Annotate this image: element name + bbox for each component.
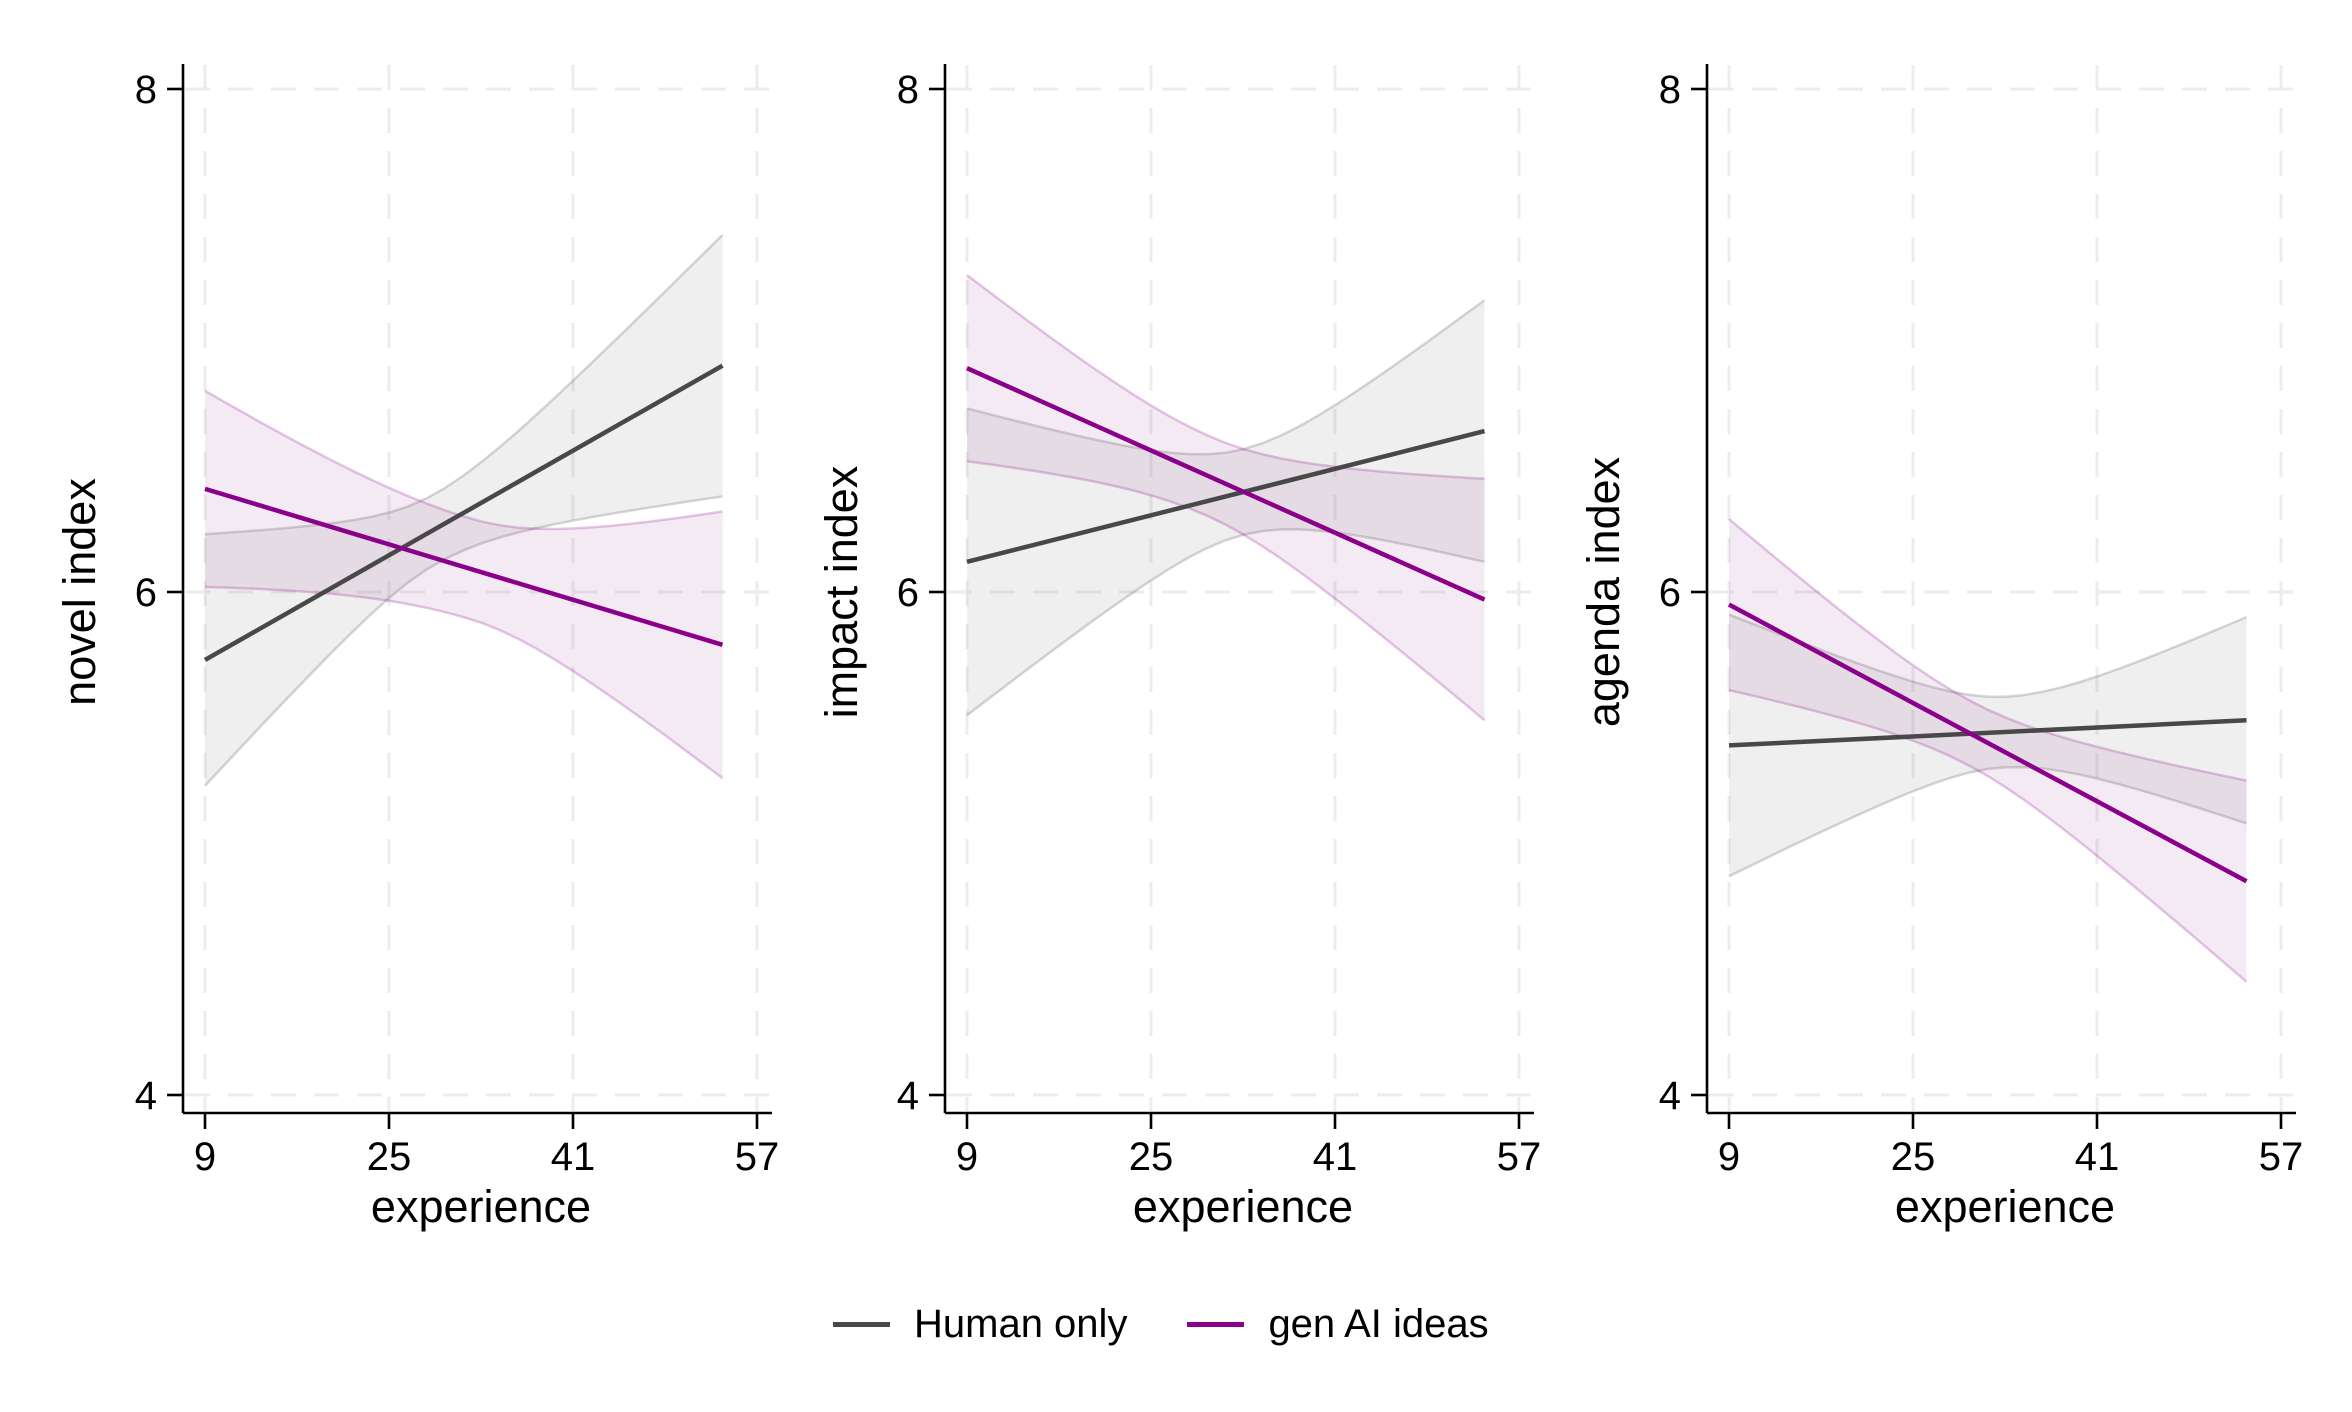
ci-edge-top-human [1728, 613, 2247, 699]
legend: Human only gen AI ideas [833, 1300, 1489, 1348]
ci-edge-bottom-genai [204, 585, 724, 780]
ci-edge-top-genai [1728, 518, 2247, 782]
human-only-line-swatch [833, 1321, 890, 1327]
x-tick-label-41: 41 [1313, 1135, 1358, 1179]
x-tick-label-25: 25 [1891, 1135, 1936, 1179]
x-axis-title: experience [1895, 1181, 2115, 1232]
panel-agenda-index: 4 6 8 9 25 41 57 experience agenda index [1578, 64, 2303, 1232]
x-tick-label-9: 9 [956, 1135, 978, 1179]
y-tick-label-4: 4 [897, 1074, 919, 1118]
fit-line-human [1728, 718, 2247, 748]
fit-line-human [966, 428, 1486, 565]
fit-line-genai [1727, 602, 2248, 884]
ci-edge-bottom-human [966, 528, 1485, 717]
ci-edge-top-genai [204, 389, 723, 531]
ci-edge-bottom-genai [966, 459, 1486, 722]
ci-edge-bottom-human [1728, 765, 2247, 878]
y-tick-label-6: 6 [1659, 571, 1681, 615]
ci-edge-top-genai [966, 274, 1485, 481]
x-tick-label-57: 57 [735, 1135, 780, 1179]
x-tick-label-41: 41 [551, 1135, 596, 1179]
x-tick-label-25: 25 [367, 1135, 412, 1179]
x-tick-label-57: 57 [2259, 1135, 2304, 1179]
panel-novel-index: 4 6 8 9 25 41 57 experience novel index [54, 64, 779, 1232]
ci-edge-bottom-genai [1728, 688, 2248, 983]
x-tick-label-41: 41 [2075, 1135, 2120, 1179]
x-tick-label-9: 9 [194, 1135, 216, 1179]
y-tick-label-4: 4 [135, 1074, 157, 1118]
y-axis-title: impact index [816, 465, 867, 718]
y-tick-label-6: 6 [897, 571, 919, 615]
fit-line-genai [966, 366, 1486, 602]
x-tick-label-57: 57 [1497, 1135, 1542, 1179]
x-axis-title: experience [371, 1181, 591, 1232]
fit-line-human [203, 363, 724, 662]
x-tick-label-25: 25 [1129, 1135, 1174, 1179]
x-axis-title: experience [1133, 1181, 1353, 1232]
y-axis-title: novel index [54, 478, 105, 706]
ci-edge-top-human [204, 234, 724, 536]
y-tick-label-8: 8 [135, 68, 157, 112]
legend-item-gen-ai-ideas: gen AI ideas [1187, 1300, 1489, 1348]
y-tick-label-8: 8 [897, 68, 919, 112]
gen-ai-ideas-line-swatch [1187, 1321, 1245, 1327]
fit-line-genai [204, 486, 724, 647]
ci-edge-top-human [966, 299, 1486, 456]
legend-label-human-only: Human only [914, 1302, 1128, 1346]
legend-item-human-only: Human only [833, 1300, 1127, 1348]
y-tick-label-8: 8 [1659, 68, 1681, 112]
ci-band-human [967, 300, 1485, 716]
ci-edge-bottom-human [204, 495, 723, 787]
y-tick-label-4: 4 [1659, 1074, 1681, 1118]
ci-band-genai [1729, 519, 2247, 982]
x-tick-label-9: 9 [1718, 1135, 1740, 1179]
y-axis-title: agenda index [1578, 456, 1629, 727]
ci-band-genai [205, 390, 723, 779]
legend-label-gen-ai-ideas: gen AI ideas [1268, 1302, 1489, 1346]
y-tick-label-6: 6 [135, 571, 157, 615]
panel-impact-index: 4 6 8 9 25 41 57 experience impact index [816, 64, 1541, 1232]
